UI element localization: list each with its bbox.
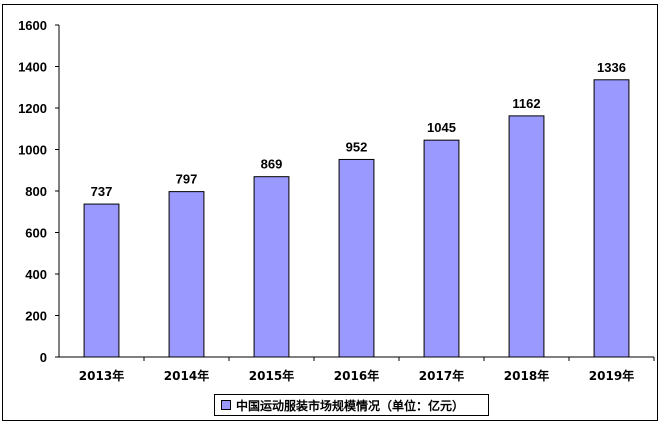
y-tick-label: 1000 <box>18 143 47 158</box>
x-tick-label: 2018年 <box>504 368 549 383</box>
y-tick-label: 800 <box>25 184 47 199</box>
bar <box>593 79 630 358</box>
legend-label: 中国运动服装市场规模情况（单位：亿元） <box>236 398 465 413</box>
y-tick-label: 1400 <box>18 60 47 75</box>
data-label: 797 <box>176 172 198 187</box>
bar <box>423 139 460 358</box>
data-label: 1162 <box>512 96 540 111</box>
x-tick-label: 2016年 <box>334 368 379 383</box>
data-labels: 737 797 869 952 1045 1162 1336 <box>91 60 626 199</box>
x-tick-label: 2015年 <box>249 368 294 383</box>
x-tick-label: 2019年 <box>589 368 634 383</box>
bar <box>508 115 545 358</box>
legend-swatch <box>221 400 231 410</box>
y-tick-label: 0 <box>40 350 47 365</box>
x-axis-ticks: 2013年 2014年 2015年 2016年 2017年 2018年 2019年 <box>79 357 655 383</box>
data-label: 952 <box>346 139 368 154</box>
y-tick-label: 400 <box>25 267 47 282</box>
x-tick-label: 2017年 <box>419 368 464 383</box>
y-tick-label: 1600 <box>18 18 47 33</box>
data-label: 1336 <box>597 60 626 75</box>
data-label: 1045 <box>427 120 456 135</box>
bar <box>83 203 120 358</box>
bars <box>83 79 630 358</box>
y-axis-ticks: 0 200 400 600 800 1000 1200 1400 1600 <box>18 18 59 365</box>
data-label: 869 <box>261 157 283 172</box>
y-tick-label: 600 <box>25 226 47 241</box>
bar <box>338 158 375 358</box>
y-tick-label: 1200 <box>18 101 47 116</box>
x-tick-label: 2014年 <box>164 368 209 383</box>
y-tick-label: 200 <box>25 309 47 324</box>
bar <box>253 176 290 358</box>
x-tick-label: 2013年 <box>79 368 124 383</box>
bar <box>168 191 205 358</box>
data-label: 737 <box>91 184 113 199</box>
legend: 中国运动服装市场规模情况（单位：亿元） <box>214 394 489 416</box>
